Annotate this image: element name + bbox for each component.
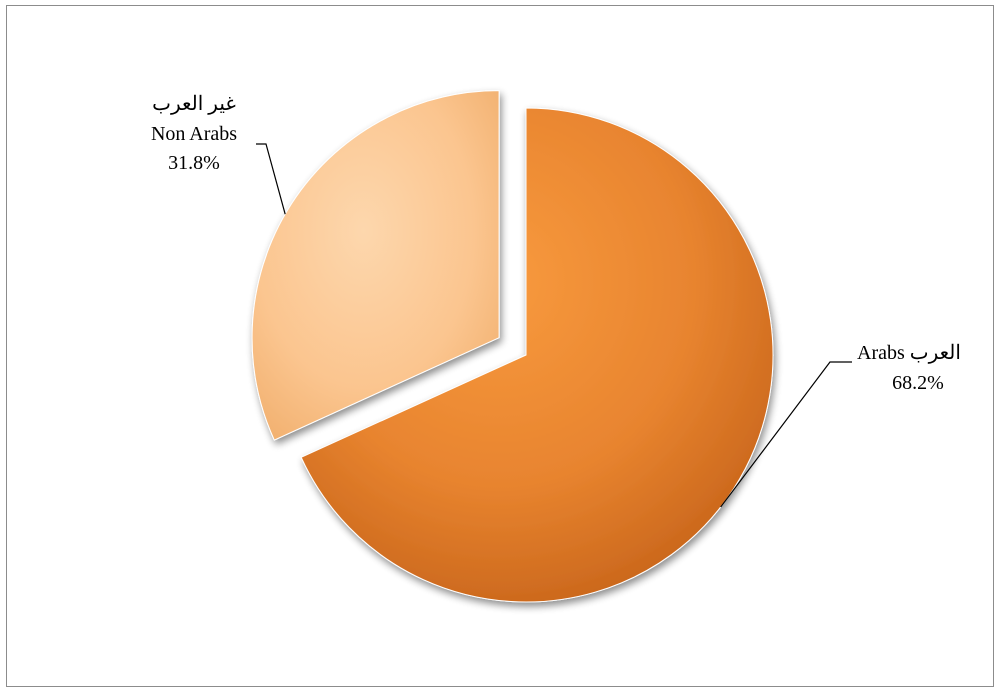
label-non-arabs-en: Non Arabs	[151, 123, 237, 145]
leader-line-arabs	[720, 361, 852, 508]
label-arabs-ar: العرب	[910, 342, 961, 364]
label-non-arabs-value: 31.8%	[168, 152, 220, 174]
slice-non-arabs	[251, 90, 500, 441]
label-non-arabs-ar: غير العرب	[152, 93, 236, 115]
label-arabs-en: Arabs	[857, 342, 910, 364]
label-arabs-value: 68.2%	[892, 372, 944, 394]
slice-arabs	[300, 107, 774, 603]
leader-line-non-arabs	[256, 143, 286, 215]
label-arabs-name: Arabs العرب	[857, 342, 961, 364]
